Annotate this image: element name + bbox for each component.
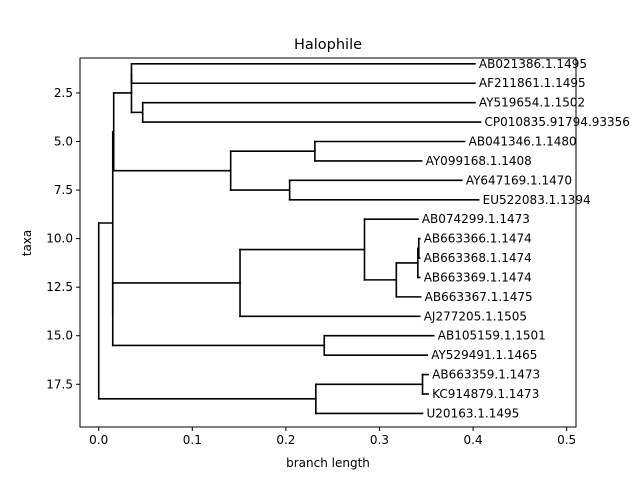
y-axis-ticks: 2.5 5.0 7.5 10.0 12.5 15.0 17.5: [46, 86, 80, 391]
leaf-label: AB663368.1.1474: [424, 251, 532, 265]
leaf-label: AJ277205.1.1505: [424, 309, 527, 323]
x-tick-label: 0.4: [464, 433, 483, 447]
y-tick-label: 7.5: [54, 183, 73, 197]
leaf-label: AB105159.1.1501: [438, 329, 546, 343]
x-tick-label: 0.3: [370, 433, 389, 447]
leaf-label: AB021386.1.1495: [479, 57, 587, 71]
leaf-label: AY099168.1.1408: [426, 154, 532, 168]
x-tick-label: 0.2: [276, 433, 295, 447]
y-tick-label: 5.0: [54, 135, 73, 149]
y-axis-label: taxa: [20, 230, 34, 257]
leaf-label: U20163.1.1495: [427, 406, 520, 420]
y-tick-label: 12.5: [46, 280, 73, 294]
leaf-label: AY647169.1.1470: [466, 173, 572, 187]
leaf-label: AB663359.1.1473: [432, 368, 540, 382]
leaf-label: AY529491.1.1465: [431, 348, 537, 362]
x-tick-label: 0.0: [89, 433, 108, 447]
chart-title: Halophile: [294, 37, 362, 53]
x-axis-label: branch length: [286, 456, 370, 470]
y-tick-label: 2.5: [54, 86, 73, 100]
leaf-label: AB663369.1.1474: [424, 270, 532, 284]
x-tick-label: 0.5: [557, 433, 576, 447]
leaf-label: KC914879.1.1473: [432, 387, 539, 401]
leaf-label: AB041346.1.1480: [469, 135, 577, 149]
y-tick-label: 10.0: [46, 232, 73, 246]
leaf-label: AY519654.1.1502: [479, 96, 585, 110]
y-tick-label: 17.5: [46, 377, 73, 391]
leaf-label: EU522083.1.1394: [483, 193, 591, 207]
plot-frame: [79, 57, 577, 428]
leaf-label: AB074299.1.1473: [422, 212, 530, 226]
leaf-label: AF211861.1.1495: [479, 76, 586, 90]
leaf-label: AB663366.1.1474: [424, 232, 532, 246]
leaf-label: AB663367.1.1475: [425, 290, 533, 304]
x-axis-ticks: 0.0 0.1 0.2 0.3 0.4 0.5: [89, 427, 576, 447]
tree-branches: [97, 63, 482, 415]
x-tick-label: 0.1: [183, 433, 202, 447]
leaf-label: CP010835.91794.93356: [485, 115, 630, 129]
leaf-labels: AB021386.1.1495 AF211861.1.1495 AY519654.1…: [422, 57, 630, 421]
y-tick-label: 15.0: [46, 329, 73, 343]
